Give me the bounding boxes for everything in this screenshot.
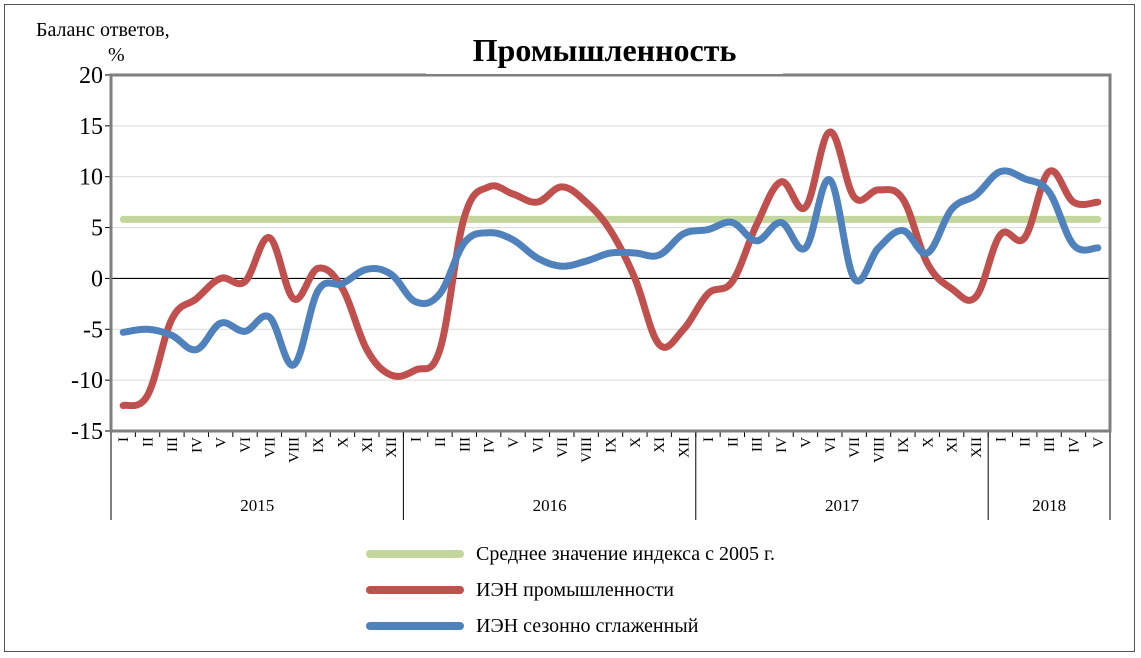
plot-area-border bbox=[109, 73, 1112, 433]
y-axis-label: Баланс ответов, bbox=[36, 19, 170, 41]
legend-item-seasonally-adjusted: ИЭН сезонно сглаженный bbox=[366, 608, 775, 644]
legend-item-industry-index: ИЭН промышленности bbox=[366, 572, 775, 608]
x-tick-label: VI bbox=[823, 437, 839, 453]
x-tick-label: I bbox=[993, 437, 1009, 442]
x-tick-label: X bbox=[335, 437, 351, 448]
legend-label-industry-index: ИЭН промышленности bbox=[476, 578, 674, 601]
x-tick-label: II bbox=[725, 437, 741, 447]
chart-legend: Среднее значение индекса с 2005 г. ИЭН п… bbox=[366, 536, 775, 644]
y-tick-label: -15 bbox=[71, 419, 103, 445]
x-tick-label: III bbox=[1042, 437, 1058, 452]
x-tick-label: XI bbox=[652, 437, 668, 453]
y-axis-unit: % bbox=[108, 44, 125, 66]
y-tick-label: -5 bbox=[83, 317, 103, 343]
year-label: 2016 bbox=[533, 496, 567, 515]
legend-swatch-average bbox=[366, 550, 464, 558]
x-tick-label: XII bbox=[384, 437, 400, 458]
x-tick-label: III bbox=[750, 437, 766, 452]
x-tick-label: II bbox=[1018, 437, 1034, 447]
y-tick-label: 15 bbox=[79, 114, 103, 140]
y-tick-label: -10 bbox=[71, 368, 103, 394]
x-tick-label: VIII bbox=[872, 437, 888, 463]
x-tick-label: II bbox=[141, 437, 157, 447]
chart-title: Промышленность bbox=[426, 26, 783, 74]
y-tick-label: 10 bbox=[79, 165, 103, 191]
x-tick-label: IX bbox=[604, 437, 620, 453]
x-tick-label: III bbox=[165, 437, 181, 452]
x-tick-label: IV bbox=[189, 437, 205, 453]
x-tick-label: IX bbox=[311, 437, 327, 453]
x-tick-label: VII bbox=[847, 437, 863, 458]
y-tick-label: 5 bbox=[91, 216, 103, 242]
x-tick-label: XII bbox=[969, 437, 985, 458]
series-line-industry-index bbox=[119, 128, 1102, 410]
year-label: 2017 bbox=[825, 496, 860, 515]
x-tick-label: VI bbox=[530, 437, 546, 453]
x-tick-label: I bbox=[116, 437, 132, 442]
x-tick-label: I bbox=[701, 437, 717, 442]
x-tick-label: XI bbox=[360, 437, 376, 453]
y-tick-label: 0 bbox=[91, 266, 103, 292]
series-line-seasonally-adjusted bbox=[119, 167, 1102, 369]
legend-item-average: Среднее значение индекса с 2005 г. bbox=[366, 536, 775, 572]
series-line-seasonally-adjusted-points bbox=[123, 172, 1098, 365]
x-tick-label: V bbox=[798, 437, 814, 448]
x-tick-label: V bbox=[1091, 437, 1107, 448]
x-tick-label: XII bbox=[677, 437, 693, 458]
x-tick-label: IX bbox=[896, 437, 912, 453]
x-tick-label: VIII bbox=[579, 437, 595, 463]
x-tick-label: IV bbox=[482, 437, 498, 453]
x-tick-label: IV bbox=[1066, 437, 1082, 453]
x-tick-label: V bbox=[506, 437, 522, 448]
year-label: 2018 bbox=[1032, 496, 1066, 515]
legend-label-seasonally-adjusted: ИЭН сезонно сглаженный bbox=[476, 614, 699, 637]
series-line-industry-index-points bbox=[123, 132, 1098, 406]
legend-label-average: Среднее значение индекса с 2005 г. bbox=[476, 542, 775, 565]
x-tick-label: X bbox=[628, 437, 644, 448]
legend-swatch-seasonally-adjusted bbox=[366, 622, 464, 630]
legend-swatch-industry-index bbox=[366, 586, 464, 594]
x-tick-label: VII bbox=[262, 437, 278, 458]
chart-frame bbox=[4, 4, 1135, 652]
x-tick-label: VIII bbox=[287, 437, 303, 463]
x-tick-label: VI bbox=[238, 437, 254, 453]
x-tick-label: II bbox=[433, 437, 449, 447]
x-tick-label: X bbox=[920, 437, 936, 448]
x-tick-label: IV bbox=[774, 437, 790, 453]
y-tick-label: 20 bbox=[79, 63, 103, 89]
x-tick-label: III bbox=[457, 437, 473, 452]
x-tick-label: I bbox=[409, 437, 425, 442]
x-tick-label: XI bbox=[945, 437, 961, 453]
year-label: 2015 bbox=[240, 496, 274, 515]
x-tick-label: VII bbox=[555, 437, 571, 458]
x-tick-label: V bbox=[214, 437, 230, 448]
